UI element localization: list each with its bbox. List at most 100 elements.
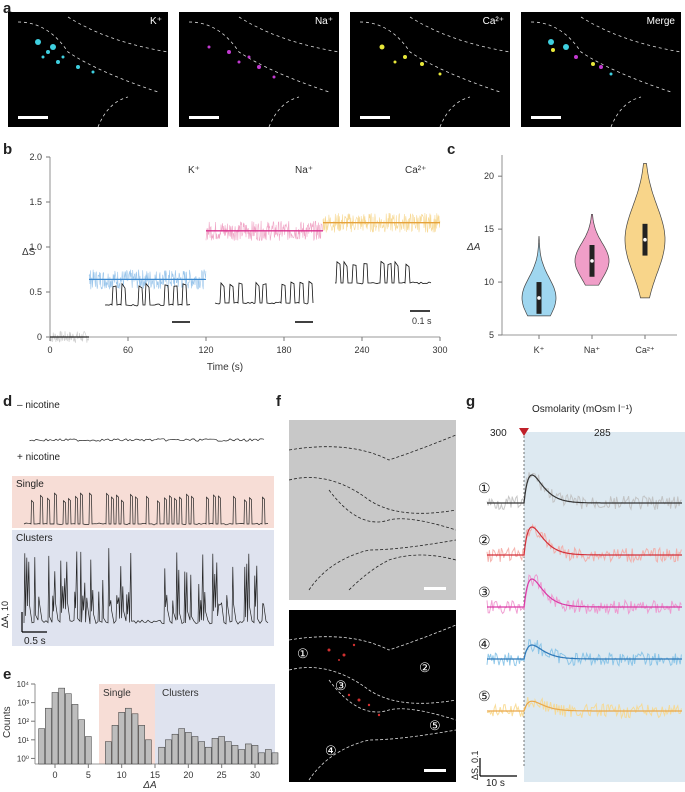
c-median-dot — [537, 296, 541, 300]
g-fit-line — [487, 474, 682, 504]
e-xlabel: ΔA — [142, 780, 157, 791]
e-xtick-label: 25 — [217, 770, 227, 780]
cell-outline-na — [188, 16, 340, 128]
micrograph-na: Na⁺ — [179, 12, 340, 128]
b-label-na: Na⁺ — [295, 165, 313, 176]
b-noise-trace — [322, 212, 441, 233]
e-bar — [165, 739, 172, 765]
e-bar — [225, 741, 232, 765]
g-scale-x-label: 10 s — [486, 778, 505, 789]
e-bar — [251, 745, 259, 765]
cell-outline-ca — [359, 16, 511, 128]
c-xtick-label: K⁺ — [534, 345, 545, 355]
e-xtick-label: 20 — [183, 770, 193, 780]
f-cell-outlines-bottom: ① ② ③ ④ ⑤ — [288, 624, 457, 781]
g-trace-number: ⑤ — [478, 688, 491, 704]
e-bar — [211, 738, 219, 765]
g-fit-line — [487, 700, 682, 712]
g-trace-number: ③ — [478, 584, 491, 600]
f-cell-number: ③ — [335, 678, 347, 693]
panel-label-a: a — [3, 0, 12, 17]
b-x-ticks: 0 60 120 180 240 300 — [47, 337, 448, 355]
scale-bar — [424, 769, 446, 772]
e-bar — [45, 707, 52, 765]
panel-label-f: f — [276, 393, 281, 410]
e-bar — [231, 745, 239, 765]
e-xtick-label: 10 — [117, 770, 127, 780]
e-xtick-label: 30 — [250, 770, 260, 780]
e-bar — [205, 746, 212, 765]
e-single-label: Single — [103, 688, 131, 699]
e-bar — [191, 736, 199, 765]
e-bars — [38, 687, 279, 765]
e-ytick-label: 10⁴ — [17, 680, 30, 689]
b-label-ca: Ca²⁺ — [405, 165, 426, 176]
b-spike-insets — [104, 260, 432, 307]
e-bar — [245, 743, 252, 765]
b-ytick-label: 1.0 — [29, 242, 42, 252]
g-right-value: 285 — [594, 428, 611, 439]
scale-bar — [424, 587, 446, 590]
f-cell-number: ② — [419, 660, 431, 675]
g-noise-trace — [486, 697, 682, 720]
micrograph-merge-label: Merge — [646, 16, 675, 27]
b-xtick-label: 240 — [354, 345, 369, 355]
b-xlabel: Time (s) — [207, 362, 243, 373]
f-cell-number: ⑤ — [429, 718, 441, 733]
b-spike-trace — [104, 282, 191, 307]
cell-outline-merge — [530, 16, 682, 128]
e-bar — [125, 707, 132, 765]
e-bar — [171, 733, 179, 765]
d-clusters-label: Clusters — [16, 533, 53, 544]
na-puncta — [207, 45, 276, 79]
g-noise-trace — [486, 574, 682, 616]
g-title: Osmolarity (mOsm l⁻¹) — [532, 404, 633, 415]
d-plus-label: + nicotine — [17, 452, 61, 463]
e-bar — [38, 728, 45, 765]
panel-b-plot: 0 0.5 1.0 1.5 2.0 0 60 120 180 240 300 ΔS Time (s… — [22, 152, 448, 373]
c-ytick-label: 20 — [484, 171, 494, 181]
e-bar — [111, 725, 119, 765]
b-xtick-label: 0 — [47, 345, 52, 355]
e-x-ticks: 0 5 10 15 20 25 30 — [52, 764, 260, 780]
f-fluorescence-image: ① ② ③ ④ ⑤ — [288, 610, 457, 782]
micrograph-k: K⁺ — [8, 12, 169, 128]
e-bar — [51, 692, 59, 765]
panel-e-histogram: Single Clusters 10⁰ 10¹ 10² 10³ 10⁴ 0 5 10 15 20… — [2, 680, 279, 791]
b-ytick-label: 1.5 — [29, 197, 42, 207]
f-cell-number: ① — [297, 646, 309, 661]
d-single-label: Single — [16, 479, 44, 490]
b-y-ticks: 0 0.5 1.0 1.5 2.0 — [29, 152, 50, 342]
e-ytick-label: 10² — [17, 717, 29, 726]
panel-c-violin: 5 10 15 20 K⁺ Na⁺ Ca²⁺ ΔA — [466, 155, 677, 355]
b-xtick-label: 120 — [198, 345, 213, 355]
e-ytick-label: 10³ — [17, 699, 29, 708]
e-bar — [258, 752, 265, 765]
f-cell-numbers: ① ② ③ ④ ⑤ — [297, 646, 441, 758]
e-bar — [185, 732, 192, 765]
b-xtick-label: 300 — [432, 345, 447, 355]
scale-bar — [531, 116, 561, 119]
panel-g: Osmolarity (mOsm l⁻¹) 300 285 ① ② ③ ④ ⑤ 10 s… — [470, 398, 685, 789]
micrograph-merge: Merge — [521, 12, 682, 128]
b-ytick-label: 0 — [37, 332, 42, 342]
scale-bar — [360, 116, 390, 119]
e-xtick-label: 0 — [52, 770, 57, 780]
e-bar — [118, 712, 125, 765]
e-bar — [85, 736, 92, 765]
b-xtick-label: 60 — [123, 345, 133, 355]
g-trace-number: ① — [478, 480, 491, 496]
d-clusters-region: Clusters — [12, 530, 274, 646]
e-bar — [271, 752, 279, 765]
g-left-value: 300 — [490, 428, 507, 439]
b-ylabel: ΔS — [22, 247, 36, 258]
e-y-ticks: 10⁰ 10¹ 10² 10³ 10⁴ — [17, 680, 35, 763]
f-cell-outlines-top — [288, 434, 457, 591]
e-xtick-label: 15 — [150, 770, 160, 780]
c-violin — [521, 236, 557, 317]
e-ylabel: Counts — [2, 706, 13, 738]
f-cell-number: ④ — [325, 743, 337, 758]
b-spike-trace — [335, 260, 432, 285]
panel-label-e: e — [3, 666, 12, 683]
micrograph-na-label: Na⁺ — [314, 16, 333, 27]
